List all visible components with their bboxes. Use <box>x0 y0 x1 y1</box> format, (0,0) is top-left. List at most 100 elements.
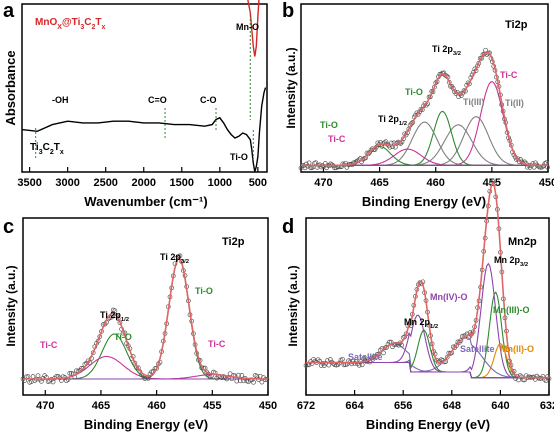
peak-annotation-label: Satellite <box>460 344 495 354</box>
data-point <box>376 351 382 357</box>
panel-d-frame <box>305 217 550 396</box>
data-point <box>513 376 518 381</box>
legend-mnox-label: MnOX@Ti3C2Tx <box>35 17 106 31</box>
data-point <box>321 363 327 368</box>
panel-b-x-axis-label: Binding Energy (eV) <box>362 194 486 209</box>
panel-c-frame <box>22 217 269 396</box>
panel-a-y-axis-label: Absorbance <box>3 50 18 125</box>
panel-a-x-tick-label: 500 <box>249 177 267 189</box>
panel-d-x-tick-label: 664 <box>345 400 364 412</box>
panel-a-x-tick-label: 3000 <box>55 177 79 189</box>
panel-b-data-points <box>298 47 550 171</box>
peak-annotation-label: Ti 2p3/2 <box>432 44 462 57</box>
data-point <box>154 366 159 371</box>
panel-a-guide-lines <box>35 15 254 160</box>
data-point <box>359 362 365 368</box>
panel-d-x-tick-label: 648 <box>443 400 461 412</box>
data-point <box>237 378 243 384</box>
peak-annotation-label: Mn 2p1/2 <box>404 317 439 330</box>
panel-a: a 3500 3000 2500 2000 1500 1000 500 MnOX@Ti3C2… <box>3 0 268 209</box>
data-point <box>381 350 386 356</box>
data-point <box>393 341 398 347</box>
panel-c-y-axis-label: Intensity (a.u.) <box>4 265 18 346</box>
legend-ti3c2tx-label: Ti3C2Tx <box>30 142 64 156</box>
data-point <box>80 365 86 371</box>
peak-annotation-label: Ti-O <box>320 120 338 130</box>
panel-c-fitted-peaks <box>23 258 268 380</box>
panel-d-label: d <box>282 216 294 238</box>
panel-d-envelope <box>306 181 549 379</box>
panel-c-title: Ti2p <box>222 236 245 248</box>
data-point <box>444 354 450 360</box>
panel-c-x-tick-label: 460 <box>147 400 165 412</box>
data-point <box>109 314 114 320</box>
data-point <box>30 374 36 379</box>
data-point <box>360 156 366 162</box>
panel-c-x-tick-label: 455 <box>203 400 221 412</box>
panel-d-annotations: Mn 2p3/2 Mn(IV)-O Mn(III)-O Mn(II)-O Satelli… <box>348 255 534 362</box>
peak-annotation-label: Ti 2p1/2 <box>100 310 130 323</box>
data-point <box>366 151 371 157</box>
fitted-peak-ti-o <box>301 145 548 166</box>
peak-annotation-label: Ti-O <box>114 332 132 342</box>
peak-annotation-label: Mn(II)-O <box>500 344 534 354</box>
panel-b-annotations: Ti-C Ti(II) Ti(III) Ti-O Ti 2p3/2 Ti 2p1/2 Ti-… <box>320 44 524 144</box>
panel-d-x-tick-label: 632 <box>540 400 554 412</box>
panel-c-x-tick-label: 465 <box>92 400 110 412</box>
data-point <box>115 316 121 322</box>
panel-b-label: b <box>282 0 294 22</box>
peak-annotation-label: Ti-C <box>208 339 226 349</box>
data-point <box>67 371 73 376</box>
panel-b-x-tick-label: 465 <box>370 177 388 189</box>
peak-annotation-label: Ti-C <box>500 70 518 80</box>
panel-c-annotations: Ti 2p3/2 Ti-O Ti 2p1/2 Ti-O Ti-C Ti-C <box>40 252 226 350</box>
data-point <box>410 120 416 125</box>
data-point <box>327 357 333 362</box>
panel-b-title: Ti2p <box>505 19 528 31</box>
panel-d: d Mn2p 672 664 656 648 640 632 Mn 2p3/2 Mn(IV)… <box>282 178 554 432</box>
panel-d-title: Mn2p <box>508 236 537 248</box>
series-ti3c2tx-curve <box>21 87 267 172</box>
data-point <box>177 253 183 259</box>
panel-a-frame <box>21 3 268 173</box>
panel-d-x-ticks: 672 664 656 648 640 632 <box>297 390 554 412</box>
peak-annotation-label: Satellite <box>348 352 383 362</box>
panel-c-data-points <box>20 253 270 385</box>
peak-annotation-label: Ti(II) <box>505 98 524 108</box>
band-annotation-label: Mn-O <box>236 22 259 32</box>
panel-b-x-tick-label: 470 <box>314 177 332 189</box>
panel-c-x-tick-label: 470 <box>36 400 54 412</box>
panel-c: c Ti2p 470 465 460 455 450 Ti 2p3/2Ti-OTi 2p… <box>3 216 277 432</box>
peak-annotation-label: Ti-C <box>328 134 346 144</box>
data-point <box>352 360 357 366</box>
band-annotation-label: C=O <box>148 95 167 105</box>
panel-a-x-axis-label: Wavenumber (cm⁻¹) <box>84 194 207 209</box>
panel-c-label: c <box>3 216 14 238</box>
peak-annotation-label: Mn(III)-O <box>493 305 530 315</box>
band-annotation-label: -OH <box>52 95 69 105</box>
band-annotation-label: Ti-O <box>230 152 248 162</box>
data-point <box>50 379 56 385</box>
data-point <box>370 146 375 152</box>
data-point <box>399 342 405 348</box>
panel-a-label: a <box>3 0 15 22</box>
peak-annotation-label: Ti-O <box>405 87 423 97</box>
panel-a-x-tick-label: 2000 <box>131 177 155 189</box>
peak-annotation-label: Ti(III) <box>463 97 484 107</box>
data-point <box>435 359 441 365</box>
panel-b-x-tick-label: 460 <box>427 177 445 189</box>
data-point <box>249 377 255 383</box>
panel-c-x-tick-label: 450 <box>259 400 277 412</box>
peak-annotation-label: Ti-C <box>40 340 58 350</box>
panel-d-x-tick-label: 672 <box>297 400 315 412</box>
series-mnox-curve <box>247 0 260 57</box>
peak-annotation-label: Ti 2p1/2 <box>378 114 408 127</box>
panel-a-x-ticks: 3500 3000 2500 2000 1500 1000 500 <box>17 167 267 189</box>
data-point <box>340 356 345 362</box>
data-point <box>112 308 118 314</box>
panel-a-annotations: Mn-O -OH C=O C-O Ti-O <box>52 22 259 162</box>
data-point <box>259 379 265 385</box>
